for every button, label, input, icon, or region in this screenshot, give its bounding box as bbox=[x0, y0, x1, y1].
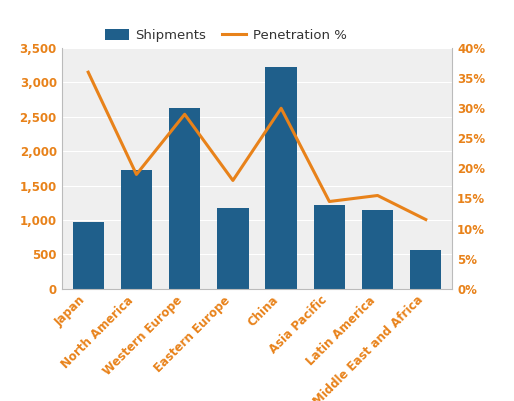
Bar bbox=[265, 67, 297, 289]
Penetration % bbox=[133, 172, 139, 177]
Line: Penetration %: Penetration % bbox=[88, 72, 426, 220]
Bar bbox=[121, 170, 152, 289]
Penetration % bbox=[181, 112, 188, 117]
Penetration % bbox=[375, 193, 381, 198]
Legend: Shipments, Penetration %: Shipments, Penetration % bbox=[100, 23, 352, 47]
Bar bbox=[410, 250, 442, 289]
Penetration % bbox=[278, 106, 284, 111]
Bar bbox=[314, 205, 345, 289]
Bar bbox=[72, 222, 104, 289]
Penetration % bbox=[326, 199, 333, 204]
Bar bbox=[362, 210, 393, 289]
Penetration % bbox=[230, 178, 236, 183]
Penetration % bbox=[85, 70, 91, 75]
Penetration % bbox=[423, 217, 429, 222]
Bar bbox=[169, 108, 200, 289]
Bar bbox=[217, 208, 249, 289]
